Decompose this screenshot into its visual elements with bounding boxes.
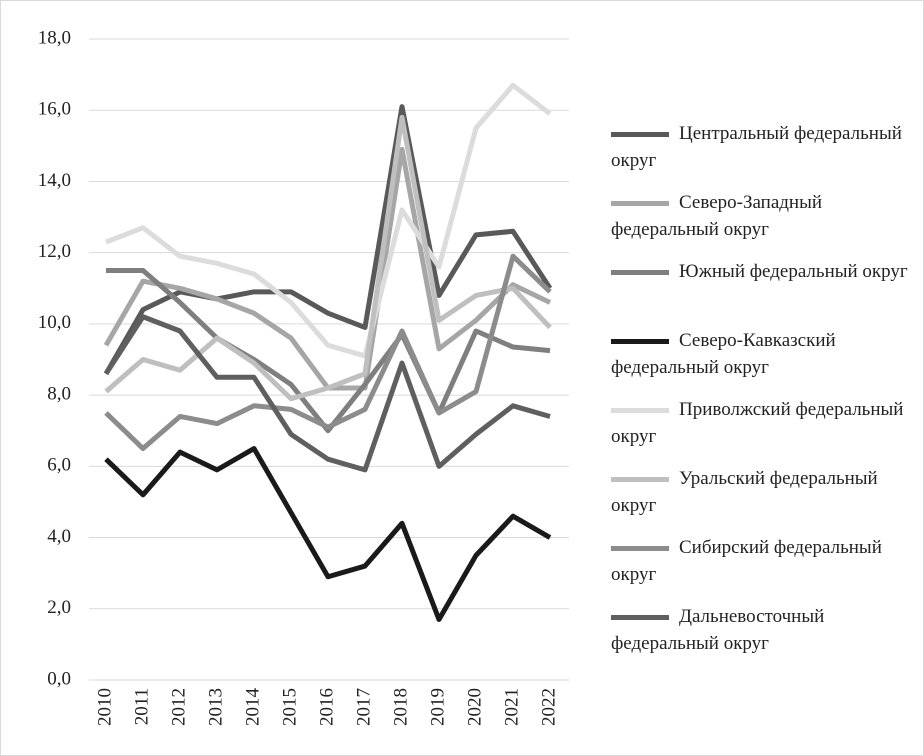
x-tick-label: 2012 xyxy=(168,688,189,726)
y-tick-label: 0,0 xyxy=(47,668,71,689)
y-tick-label: 12,0 xyxy=(38,241,71,262)
x-tick-label: 2022 xyxy=(538,688,559,726)
y-tick-label: 18,0 xyxy=(38,27,71,48)
legend-label: Северо-Кавказский федеральный округ xyxy=(611,330,836,378)
series-line xyxy=(106,267,551,434)
legend-label: Южный федеральный округ xyxy=(679,261,908,282)
legend-swatch xyxy=(611,408,669,413)
x-tick-label: 2014 xyxy=(242,688,263,727)
y-tick-label: 16,0 xyxy=(38,99,71,120)
x-tick-label: 2020 xyxy=(464,688,485,726)
legend-swatch xyxy=(611,270,669,275)
y-tick-label: 6,0 xyxy=(47,455,71,476)
y-tick-label: 14,0 xyxy=(38,170,71,191)
x-tick-label: 2015 xyxy=(279,688,300,726)
legend-swatch xyxy=(611,132,669,137)
legend-item: Сибирский федеральный округ xyxy=(611,534,911,588)
x-tick-label: 2021 xyxy=(501,688,522,726)
series-line xyxy=(104,446,552,622)
legend-label: Уральский федеральный округ xyxy=(611,468,878,516)
y-tick-label: 8,0 xyxy=(47,383,71,404)
legend-item: Южный федеральный округ xyxy=(611,258,911,285)
x-tick-label: 2010 xyxy=(94,688,115,726)
series-line xyxy=(104,114,552,402)
legend-label: Северо-Западный федеральный округ xyxy=(611,192,823,240)
legend-label: Центральный федеральный округ xyxy=(611,123,902,171)
legend-swatch xyxy=(611,477,669,482)
y-tick-label: 2,0 xyxy=(47,597,71,618)
x-tick-label: 2016 xyxy=(316,688,337,726)
legend-item: Уральский федеральный округ xyxy=(611,465,911,519)
x-tick-label: 2017 xyxy=(353,688,374,726)
series-line xyxy=(103,146,552,391)
y-tick-label: 4,0 xyxy=(47,526,71,547)
legend-swatch xyxy=(611,615,669,620)
legend-label: Дальневосточный федеральный округ xyxy=(611,606,825,654)
legend-item: Приволжский федеральный округ xyxy=(611,396,911,450)
x-tick-label: 2019 xyxy=(427,688,448,726)
legend-item: Центральный федеральный округ xyxy=(611,120,911,174)
series-line xyxy=(103,104,553,375)
legend-item: Северо-Западный федеральный округ xyxy=(611,189,911,243)
legend-label: Сибирский федеральный округ xyxy=(611,537,882,585)
series-line xyxy=(104,253,552,452)
legend-item: Дальневосточный федеральный округ xyxy=(611,603,911,657)
legend-item: Северо-Кавказский федеральный округ xyxy=(611,327,911,381)
series-line xyxy=(103,314,551,473)
series-line xyxy=(105,82,552,359)
x-tick-label: 2011 xyxy=(131,688,152,725)
legend-swatch xyxy=(611,546,669,551)
legend-swatch xyxy=(611,201,669,206)
x-tick-label: 2013 xyxy=(205,688,226,726)
legend-swatch xyxy=(611,339,669,344)
y-tick-label: 10,0 xyxy=(38,312,71,333)
legend-label: Приволжский федеральный округ xyxy=(611,399,904,447)
x-tick-label: 2018 xyxy=(390,688,411,726)
